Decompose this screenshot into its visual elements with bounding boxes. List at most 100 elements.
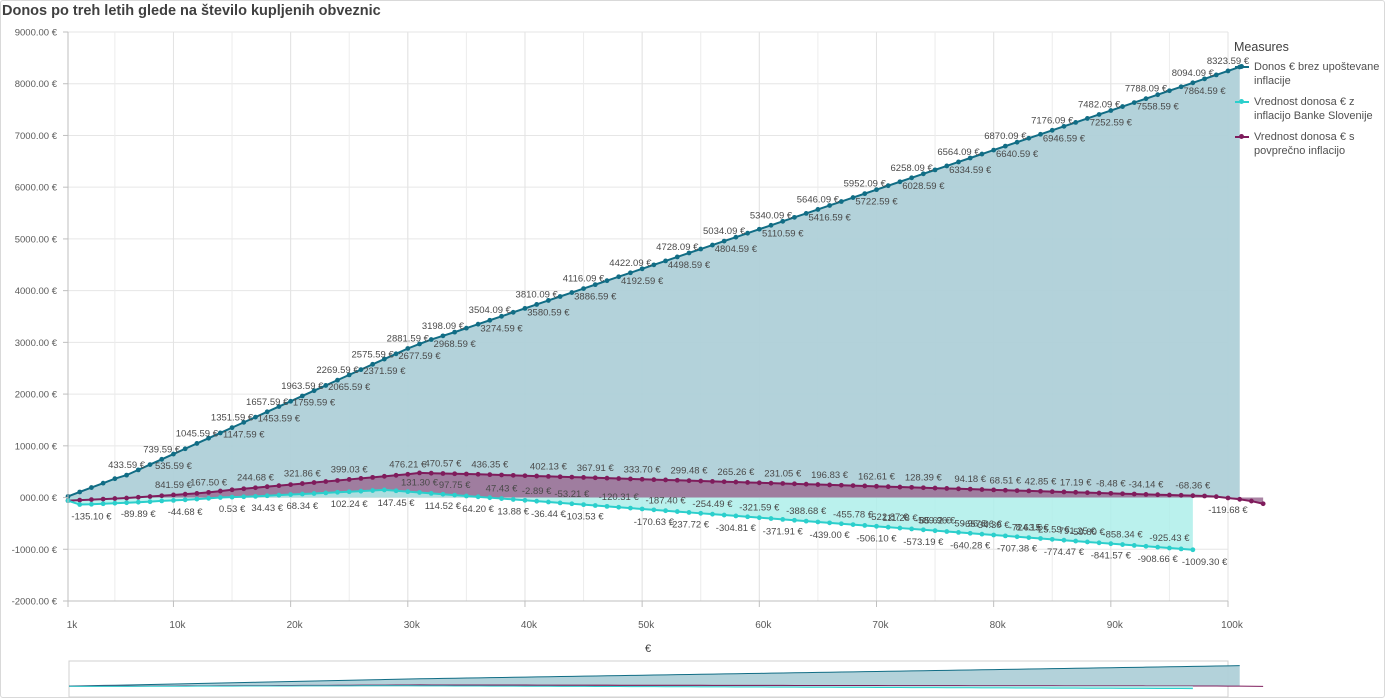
x-tick-label: 90k [1107, 620, 1124, 631]
data-point [1049, 489, 1055, 495]
data-point [944, 163, 950, 169]
data-point [370, 361, 376, 367]
data-point [206, 495, 212, 501]
data-point [557, 474, 563, 480]
data-point [674, 477, 680, 483]
data-point [909, 175, 915, 181]
data-label: 231.05 € [764, 468, 802, 479]
data-point [253, 414, 258, 420]
data-point [1143, 491, 1149, 497]
data-point [217, 488, 223, 494]
data-point [956, 159, 961, 165]
data-label: 3886.59 € [574, 292, 617, 303]
data-label: 2881.59 € [387, 333, 430, 344]
overview-line [68, 665, 1240, 687]
data-label: -237.72 € [669, 519, 710, 530]
overview-scrollbar[interactable] [68, 660, 1264, 698]
data-point [370, 474, 376, 480]
data-point [147, 499, 153, 505]
data-point [288, 492, 294, 497]
legend-title: Measures [1234, 40, 1289, 54]
data-label: 4498.59 € [668, 260, 711, 271]
data-label: 6640.59 € [996, 149, 1039, 160]
data-point [768, 480, 774, 486]
data-point [428, 470, 434, 476]
data-point [135, 467, 141, 473]
data-label: 162.61 € [858, 471, 896, 482]
data-point [827, 520, 833, 526]
data-point [991, 147, 997, 153]
data-label: -388.68 € [786, 506, 827, 517]
data-label: 13.88 € [497, 506, 529, 517]
data-point [159, 493, 165, 499]
data-label: -321.59 € [739, 503, 780, 514]
data-label: 4804.59 € [715, 244, 758, 255]
data-label: 5646.09 € [797, 194, 840, 205]
data-label: 470.57 € [424, 458, 462, 469]
data-label: 3580.59 € [527, 307, 570, 318]
data-point [874, 523, 879, 529]
data-point [417, 470, 422, 476]
data-point [276, 483, 282, 489]
data-label: 111.28 € [882, 513, 918, 524]
data-label: -657.06 € [962, 519, 1003, 530]
data-point [393, 472, 399, 478]
data-point [991, 487, 997, 493]
data-label: 1963.59 € [281, 381, 324, 392]
chart-title: Donos po treh letih glede na število kup… [2, 3, 381, 19]
data-point [956, 530, 961, 535]
data-label: -2.89 € [522, 486, 552, 497]
data-point [1131, 543, 1137, 548]
data-point [381, 356, 387, 362]
data-point [674, 509, 680, 514]
legend-label: Donos € brez upoštevane inflacije [1254, 61, 1380, 87]
data-label: 333.70 € [624, 464, 662, 475]
data-label: 0.53 € [219, 504, 246, 515]
data-point [944, 486, 950, 491]
data-point [932, 528, 938, 534]
data-label: 436.35 € [471, 460, 509, 471]
data-point [1002, 143, 1008, 149]
data-point [897, 525, 903, 531]
data-point [792, 214, 797, 220]
data-point [604, 278, 610, 284]
data-label: 6334.59 € [949, 165, 992, 176]
data-point [311, 388, 317, 394]
data-label: -103.53 € [563, 512, 604, 523]
data-point [920, 485, 926, 491]
data-point [546, 499, 551, 505]
data-point [510, 309, 516, 315]
data-point [417, 490, 422, 495]
data-point [897, 484, 903, 490]
data-label: 739.59 € [143, 444, 181, 455]
data-point [1073, 538, 1079, 544]
data-point [229, 425, 235, 431]
data-point [674, 254, 680, 260]
data-label: -439.00 € [810, 530, 851, 541]
data-point [979, 151, 985, 157]
data-point [1202, 76, 1207, 82]
data-point [651, 507, 657, 513]
data-point [1096, 112, 1102, 117]
data-point [77, 497, 83, 503]
legend-item-nominal[interactable]: Donos € brez upoštevane inflacije [1234, 60, 1384, 88]
data-point [1073, 119, 1079, 125]
data-point [780, 516, 786, 522]
data-point [253, 485, 258, 491]
data-point [475, 321, 481, 327]
data-point [733, 234, 739, 240]
legend-item-bank-slovenia[interactable]: Vrednost donosa € z inflacijo Banke Slov… [1234, 95, 1384, 123]
data-label: 1351.59 € [211, 413, 254, 424]
legend-item-average-inflation[interactable]: Vrednost donosa € s povprečno inflacijo [1234, 130, 1384, 158]
data-point [1155, 92, 1161, 98]
data-label: 3274.59 € [480, 323, 523, 334]
data-point [979, 487, 985, 492]
data-label: 5110.59 € [762, 228, 804, 239]
data-label: 399.03 € [331, 464, 369, 475]
data-point [264, 409, 270, 415]
data-point [628, 505, 633, 511]
data-point [592, 282, 598, 288]
data-point [792, 517, 797, 523]
x-tick-label: 100k [1221, 620, 1244, 631]
